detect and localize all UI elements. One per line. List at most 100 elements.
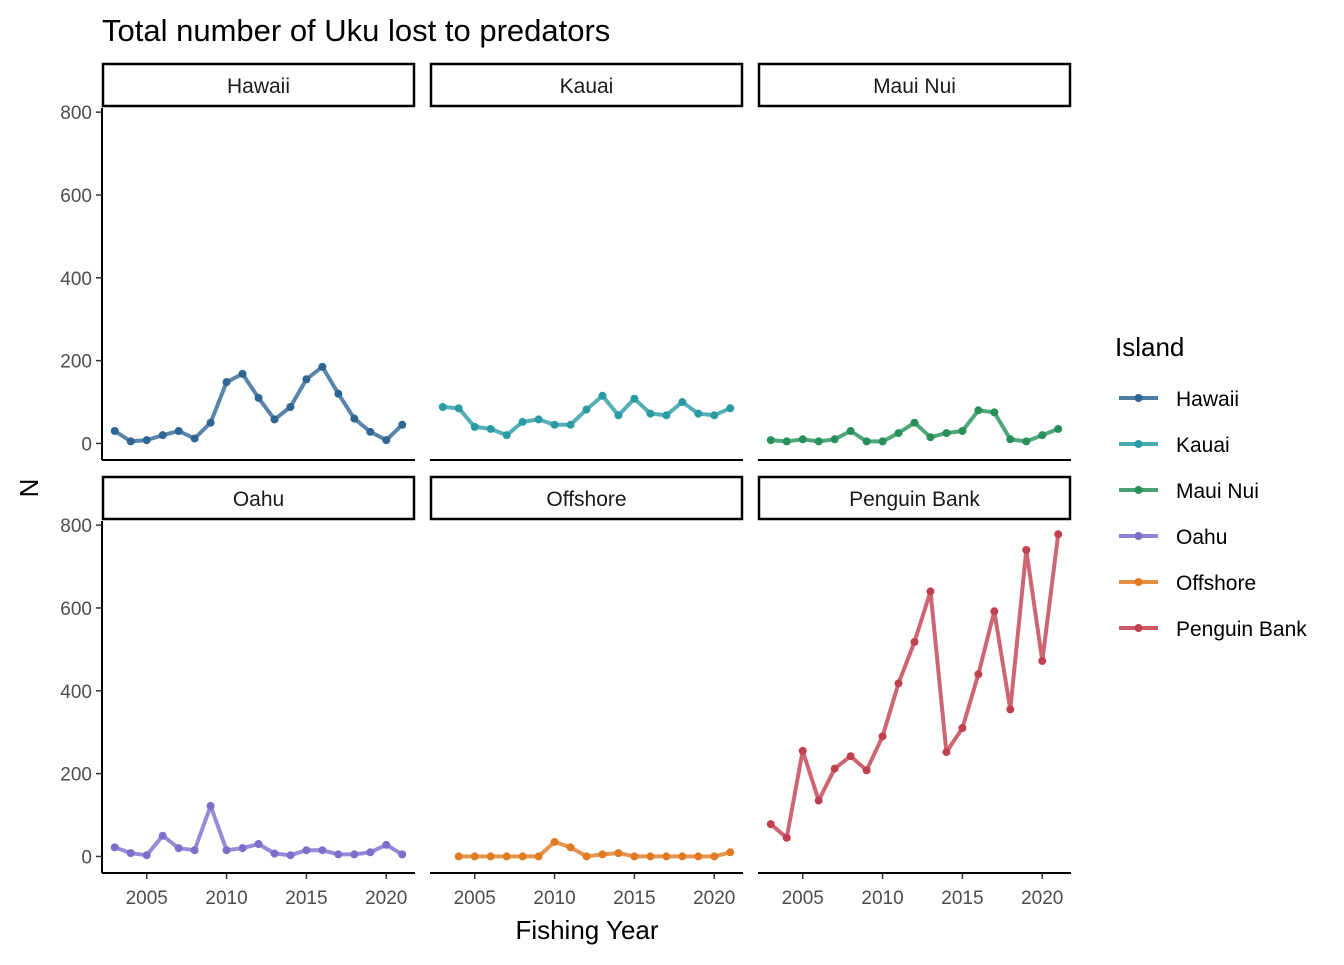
data-point bbox=[846, 427, 855, 436]
data-point bbox=[486, 424, 495, 433]
legend-label: Oahu bbox=[1176, 526, 1227, 549]
data-point bbox=[566, 843, 575, 852]
legend-label: Hawaii bbox=[1176, 388, 1239, 411]
data-point bbox=[302, 846, 311, 855]
data-point bbox=[398, 850, 407, 859]
series-line-offshore bbox=[458, 839, 731, 859]
data-point bbox=[174, 427, 183, 436]
data-point bbox=[878, 437, 887, 446]
data-point bbox=[710, 852, 719, 861]
data-point bbox=[126, 437, 135, 446]
data-point bbox=[910, 637, 919, 646]
y-tick-label: 0 bbox=[81, 434, 92, 455]
data-point bbox=[110, 843, 119, 852]
data-point bbox=[382, 840, 391, 849]
x-axis-title: Fishing Year bbox=[515, 915, 658, 945]
data-point bbox=[142, 436, 151, 445]
data-point bbox=[110, 427, 119, 436]
data-point bbox=[534, 415, 543, 424]
legend-key-point bbox=[1134, 624, 1143, 632]
x-tick-label: 2005 bbox=[454, 888, 496, 909]
facet-penguin-bank: Penguin Bank 2005 2010 2015 2020 bbox=[757, 475, 1072, 909]
data-point bbox=[798, 435, 807, 444]
data-point bbox=[766, 820, 775, 829]
data-point bbox=[550, 420, 559, 429]
data-point bbox=[942, 429, 951, 438]
y-tick-label: 600 bbox=[60, 599, 92, 620]
facet-kauai: Kauai bbox=[429, 62, 744, 461]
y-tick-label: 800 bbox=[60, 516, 92, 537]
data-point bbox=[598, 391, 607, 400]
data-point bbox=[470, 422, 479, 431]
data-point bbox=[550, 837, 559, 846]
data-point bbox=[894, 679, 903, 688]
legend-item-oahu: Oahu bbox=[1119, 526, 1227, 549]
facet-strip-label: Oahu bbox=[233, 488, 284, 511]
data-point bbox=[926, 587, 935, 596]
data-point bbox=[502, 852, 511, 861]
facet-maui-nui: Maui Nui bbox=[757, 62, 1072, 461]
y-axis-title: N bbox=[14, 479, 44, 498]
data-point bbox=[534, 852, 543, 861]
facet-strip-label: Offshore bbox=[546, 488, 626, 511]
data-point bbox=[190, 434, 199, 443]
data-point bbox=[830, 764, 839, 773]
data-point bbox=[126, 849, 135, 858]
y-tick-label: 0 bbox=[81, 847, 92, 868]
chart-title: Total number of Uku lost to predators bbox=[102, 13, 610, 48]
data-point bbox=[598, 850, 607, 859]
x-tick-label: 2020 bbox=[365, 888, 407, 909]
legend-key-point bbox=[1134, 440, 1143, 448]
legend-key-point bbox=[1134, 394, 1143, 402]
data-point bbox=[646, 409, 655, 418]
data-point bbox=[254, 840, 263, 849]
x-tick-label: 2010 bbox=[533, 888, 575, 909]
data-point bbox=[614, 411, 623, 420]
data-point bbox=[1054, 424, 1063, 433]
data-point bbox=[894, 429, 903, 438]
data-point bbox=[398, 420, 407, 429]
data-point bbox=[678, 398, 687, 407]
facet-strip bbox=[101, 475, 416, 521]
facet-oahu: Oahu 0 200 400 600 800 2005 2010 2015 2020 bbox=[60, 475, 416, 909]
data-point bbox=[782, 437, 791, 446]
data-point bbox=[238, 369, 247, 378]
legend-item-penguin-bank: Penguin Bank bbox=[1119, 618, 1307, 641]
legend-label: Maui Nui bbox=[1176, 480, 1259, 503]
data-point bbox=[782, 833, 791, 842]
data-point bbox=[238, 844, 247, 853]
facet-strip-label: Maui Nui bbox=[873, 75, 956, 98]
data-point bbox=[910, 418, 919, 427]
data-point bbox=[518, 417, 527, 426]
data-point bbox=[334, 389, 343, 398]
legend-label: Offshore bbox=[1176, 572, 1256, 595]
data-point bbox=[630, 394, 639, 403]
data-point bbox=[142, 851, 151, 860]
data-point bbox=[318, 362, 327, 371]
data-point bbox=[926, 433, 935, 442]
data-point bbox=[862, 766, 871, 775]
data-point bbox=[974, 406, 983, 415]
data-point bbox=[270, 415, 279, 424]
data-point bbox=[958, 724, 967, 733]
data-point bbox=[990, 408, 999, 417]
data-point bbox=[798, 746, 807, 755]
data-point bbox=[350, 414, 359, 423]
series-line-kauai bbox=[442, 393, 732, 438]
data-point bbox=[318, 846, 327, 855]
data-point bbox=[814, 437, 823, 446]
x-tick-label: 2020 bbox=[693, 888, 735, 909]
data-point bbox=[694, 409, 703, 418]
data-point bbox=[710, 411, 719, 420]
data-point bbox=[350, 850, 359, 859]
facet-strip bbox=[101, 62, 416, 108]
data-point bbox=[582, 405, 591, 414]
data-point bbox=[206, 418, 215, 427]
data-point bbox=[518, 852, 527, 861]
y-tick-label: 400 bbox=[60, 269, 92, 290]
data-point bbox=[582, 852, 591, 861]
legend-item-kauai: Kauai bbox=[1119, 434, 1230, 457]
data-point bbox=[270, 849, 279, 858]
legend-item-offshore: Offshore bbox=[1119, 572, 1256, 595]
